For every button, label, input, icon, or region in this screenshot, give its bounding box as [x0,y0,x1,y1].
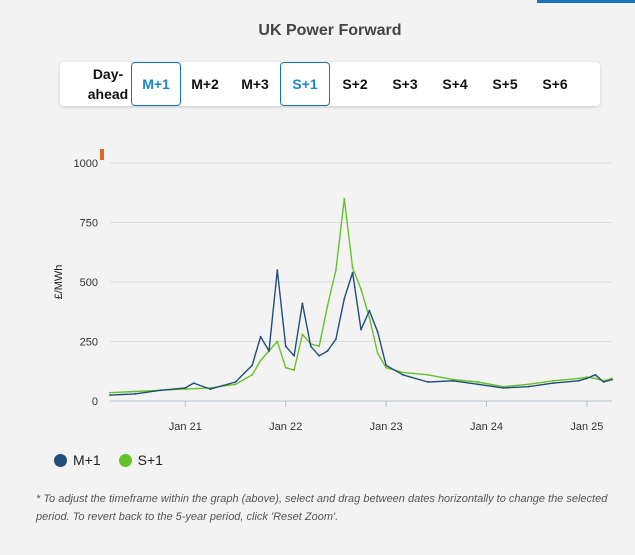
legend-dot-icon [54,453,67,467]
data-point [360,328,362,331]
data-point [427,373,429,376]
data-point [527,385,530,388]
data-point [368,309,371,312]
legend-label: M+1 [73,452,101,468]
data-point [159,389,162,392]
data-point [134,393,137,395]
data-point [335,269,337,271]
data-point [527,383,530,386]
data-point [477,383,479,386]
data-point [318,345,321,348]
data-point [209,388,212,390]
x-tick-label: Jan 25 [570,421,603,433]
data-point [385,364,387,367]
data-point [284,345,287,348]
footnote: * To adjust the timeframe within the gra… [36,493,608,523]
tab-s1[interactable]: S+1 [280,62,330,106]
x-tick-label: Jan 24 [470,421,503,433]
data-point [452,379,454,382]
data-point [309,345,312,348]
y-tick-label: 750 [80,218,98,230]
data-point [293,369,295,371]
y-tick-label: 500 [80,277,98,289]
data-point [192,382,195,384]
data-point [351,266,354,269]
data-point [335,338,337,340]
data-point [109,394,111,396]
legend-item-m1[interactable]: M+1 [54,452,101,468]
data-point [611,378,613,381]
data-point [251,373,254,376]
tab-m2[interactable]: M+2 [191,76,219,92]
reset-zoom-marker[interactable] [100,149,104,160]
legend-item-s1[interactable]: S+1 [118,452,163,468]
y-tick-label: 1000 [74,158,98,170]
data-point [301,333,304,336]
x-tick-label: Jan 22 [269,421,302,433]
chart-legend: M+1 S+1 [54,452,181,468]
chart-title: UK Power Forward [258,22,402,39]
data-point [109,391,111,394]
tab-s4[interactable]: S+4 [442,76,468,92]
tab-s3[interactable]: S+3 [392,76,418,92]
data-point [251,364,254,367]
data-point [268,350,270,352]
data-point [284,366,287,369]
data-point [427,381,429,383]
x-tick-label: Jan 23 [370,421,403,433]
data-point [234,383,237,386]
legend-label: S+1 [137,452,163,468]
data-point [293,354,295,357]
data-point [343,197,346,200]
data-point [276,340,279,343]
data-point [134,390,137,393]
tab-day-ahead[interactable]: Day-ahead [87,66,129,102]
data-point [577,379,580,382]
y-axis-label: £/MWh [53,265,65,300]
data-point [343,297,346,300]
tab-m3[interactable]: M+3 [241,76,269,92]
data-point [376,352,379,355]
tab-s2[interactable]: S+2 [342,76,368,92]
data-point [351,271,354,274]
data-point [326,350,329,352]
x-tick-label: Jan 21 [169,421,202,433]
data-point [360,288,362,290]
data-point [401,371,404,374]
data-point [602,381,605,383]
y-tick-label: 0 [92,396,98,408]
data-point [552,382,555,384]
data-point [318,354,321,357]
data-point [552,379,555,382]
data-point [368,316,371,319]
data-point [276,269,279,271]
data-point [477,381,479,383]
series-line-s1 [109,198,613,394]
data-point [326,304,329,307]
top-accent-bar [537,0,635,3]
data-point [401,373,404,376]
data-point [184,387,187,389]
data-point [259,335,262,338]
tab-s5[interactable]: S+5 [492,76,518,92]
period-tabs: Day-ahead M+1 M+2 M+3 S+1 S+2 S+3 S+4 S+… [60,62,600,106]
tab-m1[interactable]: M+1 [131,62,181,106]
data-point [259,359,262,362]
data-point [502,387,505,389]
series-line-m1 [109,269,613,396]
data-point [376,331,379,333]
line-chart[interactable]: 0 250 500 750 1000 Jan 21 Jan 22 Jan 23 Jan 24 J… [0,140,635,445]
data-point [594,377,597,380]
data-point [594,373,597,376]
data-point [586,377,588,380]
data-point [577,377,580,380]
legend-dot-icon [118,453,132,467]
data-point [385,366,387,369]
data-point [234,381,237,383]
y-tick-label: 250 [80,337,98,349]
data-point [301,302,304,305]
tab-s6[interactable]: S+6 [542,76,568,92]
